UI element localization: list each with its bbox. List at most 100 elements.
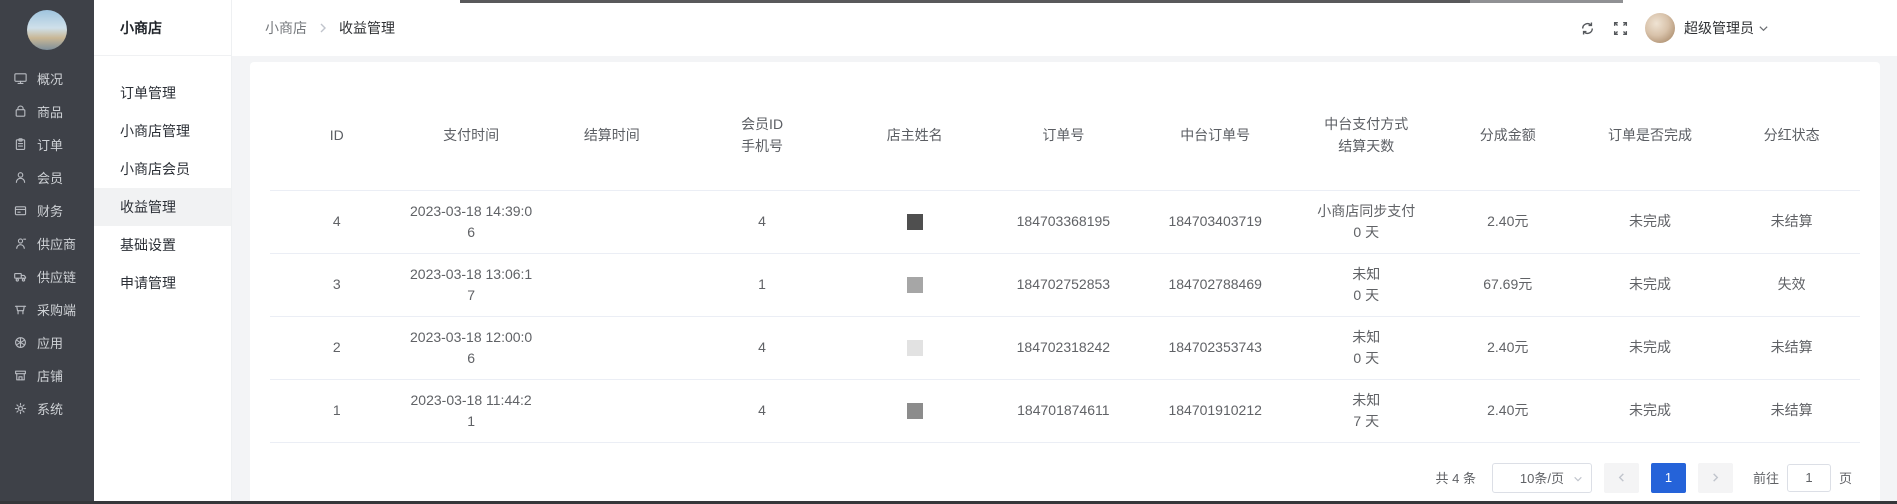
- cell-order-no: 184702752853: [990, 253, 1137, 317]
- module-title: 小商店: [94, 0, 231, 56]
- column-header: 分红状态: [1723, 80, 1860, 191]
- owner-name-redacted: [906, 277, 923, 294]
- sidebar-item-label: 商品: [37, 105, 64, 120]
- cell-order-no: 184702318242: [990, 316, 1137, 380]
- sidebar-item-label: 供应链: [37, 270, 77, 285]
- cell-member-id: 4: [684, 379, 840, 443]
- sidebar-item-label: 概况: [37, 72, 64, 87]
- column-header: 中台订单号: [1136, 80, 1294, 191]
- finance-icon: [13, 203, 28, 218]
- sidebar-item-system[interactable]: 系统: [0, 392, 94, 425]
- cell-settle-time: [538, 253, 685, 317]
- cell-owner-name: [839, 316, 991, 380]
- earnings-card: ID 支付时间 结算时间 会员ID 手机号 店主姓名 订单号 中台订单号 中台支付方式 结算天…: [250, 62, 1880, 504]
- submenu-item-2[interactable]: 小商店会员: [120, 161, 190, 177]
- table-header-row: ID 支付时间 结算时间 会员ID 手机号 店主姓名 订单号 中台订单号 中台支付方式 结算天…: [270, 80, 1860, 191]
- prev-page-button[interactable]: [1603, 462, 1639, 493]
- sidebar-item-orders[interactable]: 订单: [0, 128, 94, 161]
- secondary-sidebar: 小商店 订单管理小商店管理小商店会员收益管理基础设置申请管理: [94, 0, 232, 504]
- sidebar-item-finance[interactable]: 财务: [0, 194, 94, 227]
- sidebar-item-apps[interactable]: 应用: [0, 326, 94, 359]
- cell-dividend-status: 未结算: [1723, 316, 1860, 380]
- table-row: 3 2023-03-18 13:06:1 7 1 184702752853 184702…: [270, 253, 1860, 317]
- submenu-item-1[interactable]: 小商店管理: [120, 123, 190, 139]
- owner-name-redacted: [906, 214, 923, 231]
- supplier-icon: [13, 236, 28, 251]
- page-size-value: 10条/页: [1519, 471, 1564, 486]
- cell-id: 3: [270, 253, 404, 317]
- cell-order-done: 未完成: [1576, 379, 1724, 443]
- user-avatar[interactable]: [1645, 13, 1675, 43]
- sidebar-item-goods[interactable]: 商品: [0, 95, 94, 128]
- refresh-icon[interactable]: [1579, 20, 1596, 37]
- column-header: 结算时间: [538, 80, 685, 191]
- supply-chain-icon: [13, 269, 28, 284]
- store-logo-avatar[interactable]: [27, 10, 67, 50]
- page-size-select[interactable]: 10条/页: [1491, 462, 1592, 493]
- main-area: 小商店 收益管理: [232, 0, 1897, 504]
- jump-suffix-label: 页: [1838, 471, 1852, 486]
- column-header: 会员ID 手机号: [684, 80, 840, 191]
- topbar: 小商店 收益管理: [232, 0, 1897, 56]
- apps-icon: [13, 335, 28, 350]
- pagination: 共 4 条 10条/页 1 前往: [270, 462, 1860, 493]
- page-number-1[interactable]: 1: [1650, 462, 1686, 493]
- content-area: ID 支付时间 结算时间 会员ID 手机号 店主姓名 订单号 中台订单号 中台支付方式 结算天…: [232, 56, 1897, 504]
- breadcrumb-item-module[interactable]: 小商店: [265, 20, 307, 36]
- chevron-down-icon[interactable]: [1758, 23, 1769, 34]
- cell-settle-time: [538, 379, 685, 443]
- cell-order-done: 未完成: [1576, 316, 1724, 380]
- column-header: 分成金额: [1438, 80, 1577, 191]
- submenu-item-0[interactable]: 订单管理: [120, 85, 176, 101]
- submenu-item-4[interactable]: 基础设置: [120, 237, 176, 253]
- sidebar-item-label: 供应商: [37, 237, 77, 252]
- fullscreen-icon[interactable]: [1612, 20, 1629, 37]
- owner-name-redacted: [906, 403, 923, 420]
- cell-pay-time: 2023-03-18 11:44:2 1: [403, 379, 539, 443]
- sidebar-item-label: 采购端: [37, 303, 77, 318]
- next-page-button[interactable]: [1697, 462, 1733, 493]
- cell-pay-time: 2023-03-18 13:06:1 7: [403, 253, 539, 317]
- sidebar-item-dashboard[interactable]: 概况: [0, 62, 94, 95]
- jump-prefix-label: 前往: [1752, 471, 1779, 486]
- system-icon: [13, 401, 28, 416]
- cell-dividend-status: 未结算: [1723, 379, 1860, 443]
- breadcrumb-item-current: 收益管理: [339, 20, 395, 36]
- sidebar-item-label: 订单: [37, 138, 64, 153]
- pagination-jumper: 前往 页: [1752, 463, 1860, 492]
- table-row: 2 2023-03-18 12:00:0 6 4 184702318242 184702…: [270, 316, 1860, 380]
- jump-page-input[interactable]: [1786, 463, 1831, 492]
- sidebar-item-supplier[interactable]: 供应商: [0, 227, 94, 260]
- breadcrumb: 小商店 收益管理: [265, 18, 395, 38]
- sidebar-item-label: 店铺: [37, 369, 64, 384]
- cell-dividend-status: 失效: [1723, 253, 1860, 317]
- submenu-item-3-active[interactable]: 收益管理: [94, 188, 231, 226]
- cell-mid-order-no: 184703403719: [1136, 190, 1294, 254]
- background-window-edge: [1470, 0, 1623, 3]
- sidebar-item-supply-chain[interactable]: 供应链: [0, 260, 94, 293]
- chevron-down-icon: [1573, 474, 1583, 484]
- dashboard-icon: [13, 71, 28, 86]
- cell-order-no: 184701874611: [990, 379, 1137, 443]
- primary-sidebar: 概况商品订单会员 财务供应商供应链采购端应用店铺系统: [0, 0, 94, 504]
- column-header: ID: [270, 80, 404, 191]
- cell-share-amount: 2.40元: [1438, 379, 1577, 443]
- cell-order-no: 184703368195: [990, 190, 1137, 254]
- submenu-item-5[interactable]: 申请管理: [120, 275, 176, 291]
- cell-pay-method: 未知 0 天: [1293, 253, 1439, 317]
- user-name[interactable]: 超级管理员: [1684, 20, 1754, 36]
- cell-pay-time: 2023-03-18 14:39:0 6: [403, 190, 539, 254]
- owner-name-redacted: [906, 340, 923, 357]
- cell-order-done: 未完成: [1576, 253, 1724, 317]
- cell-settle-time: [538, 316, 685, 380]
- sidebar-item-procurement[interactable]: 采购端: [0, 293, 94, 326]
- earnings-table: ID 支付时间 结算时间 会员ID 手机号 店主姓名 订单号 中台订单号 中台支付方式 结算天…: [270, 80, 1860, 443]
- cell-pay-method: 未知 0 天: [1293, 316, 1439, 380]
- cell-owner-name: [839, 379, 991, 443]
- cell-member-id: 4: [684, 316, 840, 380]
- sidebar-item-shop[interactable]: 店铺: [0, 359, 94, 392]
- sidebar-item-members[interactable]: 会员: [0, 161, 94, 194]
- column-header: 支付时间: [403, 80, 539, 191]
- primary-nav: 概况商品订单会员 财务供应商供应链采购端应用店铺系统: [0, 62, 94, 425]
